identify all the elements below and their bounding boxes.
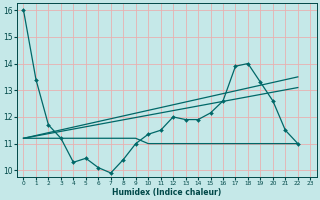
X-axis label: Humidex (Indice chaleur): Humidex (Indice chaleur) bbox=[112, 188, 221, 197]
